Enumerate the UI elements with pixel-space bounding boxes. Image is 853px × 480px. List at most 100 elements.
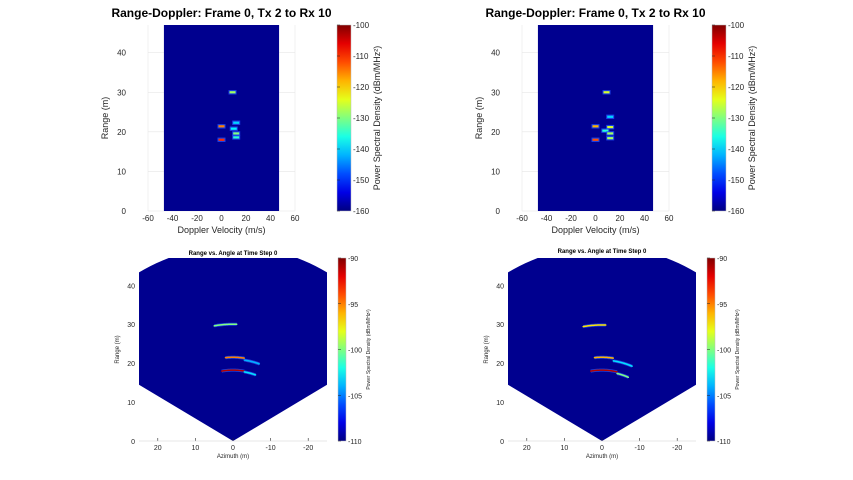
colorbar-label: Power Spectral Density (dBm/MHz²) [747, 46, 757, 191]
colorbar-tick-label: -90 [717, 256, 727, 263]
fan-field [139, 258, 327, 441]
colorbar-tick-label: -100 [728, 21, 745, 30]
x-tick-label: 40 [640, 214, 649, 223]
x-tick-label: -40 [167, 214, 179, 223]
detection-blob [607, 132, 614, 135]
x-tick-label: 20 [616, 214, 625, 223]
panel-bottom-left: Range vs. Angle at Time Step 0 20 10 0 -10 -2… [115, 251, 372, 460]
detection-blob [218, 125, 225, 128]
return-arc [243, 359, 261, 365]
range-angle-fan [139, 258, 327, 441]
return-arc [213, 323, 238, 327]
colorbar-tick-label: -100 [348, 348, 362, 355]
colorbar-tick-label: -130 [728, 114, 745, 123]
y-tick-label: 20 [496, 361, 504, 368]
y-axis-label: Range (m) [100, 97, 110, 140]
colorbar-tick-label: -140 [728, 145, 745, 154]
colorbar-tick-label: -100 [353, 21, 370, 30]
detection-blob [602, 129, 609, 132]
x-tick-label: 0 [600, 445, 604, 452]
x-axis-label: Doppler Velocity (m/s) [551, 225, 639, 235]
detection-blob [233, 136, 240, 139]
x-axis-label: Doppler Velocity (m/s) [177, 225, 265, 235]
colorbar-tick-label: -140 [353, 145, 370, 154]
colorbar-tick-label: -150 [728, 176, 745, 185]
colorbar-tick-label: -110 [728, 52, 744, 61]
y-tick-label: 20 [117, 128, 126, 137]
y-tick-label: 10 [127, 400, 135, 407]
detection-blob [592, 125, 599, 128]
panel-bottom-right: Range vs. Angle at Time Step 0 20 10 0 -10 -2… [484, 249, 741, 460]
x-tick-label: -60 [516, 214, 528, 223]
detection-blob [592, 138, 599, 141]
colorbar-label: Power Spectral Density (dBm/MHz²) [366, 309, 372, 390]
panel-top-left: Range-Doppler: Frame 0, Tx 2 to Rx 10 -60… [100, 6, 382, 235]
range-angle-fan [508, 258, 696, 441]
return-arc [220, 369, 246, 372]
x-tick-label: 60 [665, 214, 674, 223]
chart-title: Range-Doppler: Frame 0, Tx 2 to Rx 10 [111, 6, 331, 20]
x-tick-label: 0 [219, 214, 224, 223]
return-arc [593, 356, 615, 359]
y-tick-label: 10 [117, 167, 126, 176]
y-tick-label: 30 [127, 322, 135, 329]
detection-blob [607, 126, 614, 129]
colorbar-tick-label: -90 [348, 256, 358, 263]
y-tick-label: 0 [131, 439, 135, 446]
detection-blob [233, 121, 240, 124]
colorbar-tick-label: -160 [353, 207, 370, 216]
detection-blob [233, 132, 240, 135]
y-tick-label: 0 [496, 207, 501, 216]
colorbar-tick-label: -110 [353, 52, 369, 61]
colorbar-tick-label: -150 [353, 176, 370, 185]
fan-field [508, 258, 696, 441]
y-tick-label: 20 [491, 128, 500, 137]
x-tick-label: -20 [191, 214, 203, 223]
return-arc [616, 372, 630, 379]
y-tick-label: 0 [500, 439, 504, 446]
y-tick-label: 40 [127, 283, 135, 290]
return-arc [224, 356, 246, 359]
return-arc [589, 369, 618, 373]
colorbar-tick-label: -160 [728, 207, 745, 216]
y-axis-label: Range (m) [474, 97, 484, 140]
colorbar-tick-label: -130 [353, 114, 370, 123]
colorbar-tick-label: -110 [717, 439, 731, 446]
heatmap-field [163, 25, 280, 211]
x-tick-label: -60 [142, 214, 154, 223]
colorbar-tick-label: -120 [353, 83, 370, 92]
x-tick-label: 0 [231, 445, 235, 452]
y-tick-label: 20 [127, 361, 135, 368]
return-arc [612, 360, 633, 367]
y-tick-label: 30 [496, 322, 504, 329]
x-axis-label: Azimuth (m) [217, 454, 249, 460]
x-tick-label: 20 [523, 445, 531, 452]
y-tick-label: 10 [496, 400, 504, 407]
heatmap-field [537, 25, 654, 211]
x-tick-label: -10 [266, 445, 276, 452]
y-tick-label: 10 [491, 167, 500, 176]
x-tick-label: -20 [303, 445, 313, 452]
detection-blob [603, 91, 610, 94]
colorbar-tick-label: -95 [348, 302, 358, 309]
x-tick-label: -20 [672, 445, 682, 452]
colorbar-tick-label: -100 [717, 348, 731, 355]
y-tick-label: 40 [491, 49, 500, 58]
x-tick-label: 40 [266, 214, 275, 223]
return-arc [243, 371, 257, 376]
y-axis-label: Range (m) [115, 335, 121, 363]
x-tick-label: 60 [291, 214, 300, 223]
panel-top-right: Range-Doppler: Frame 0, Tx 2 to Rx 10 -60… [474, 6, 757, 235]
detection-blob [607, 137, 614, 140]
x-axis-label: Azimuth (m) [586, 454, 618, 460]
colorbar-tick-label: -95 [717, 302, 727, 309]
chart-title: Range vs. Angle at Time Step 0 [189, 251, 278, 257]
detection-blob [607, 115, 614, 118]
colorbar-label: Power Spectral Density (dBm/MHz²) [735, 309, 741, 390]
x-tick-label: 10 [192, 445, 200, 452]
y-tick-label: 30 [117, 88, 126, 97]
x-tick-label: -10 [635, 445, 645, 452]
return-arc [582, 324, 607, 328]
x-tick-label: 10 [561, 445, 569, 452]
x-tick-label: 20 [154, 445, 162, 452]
